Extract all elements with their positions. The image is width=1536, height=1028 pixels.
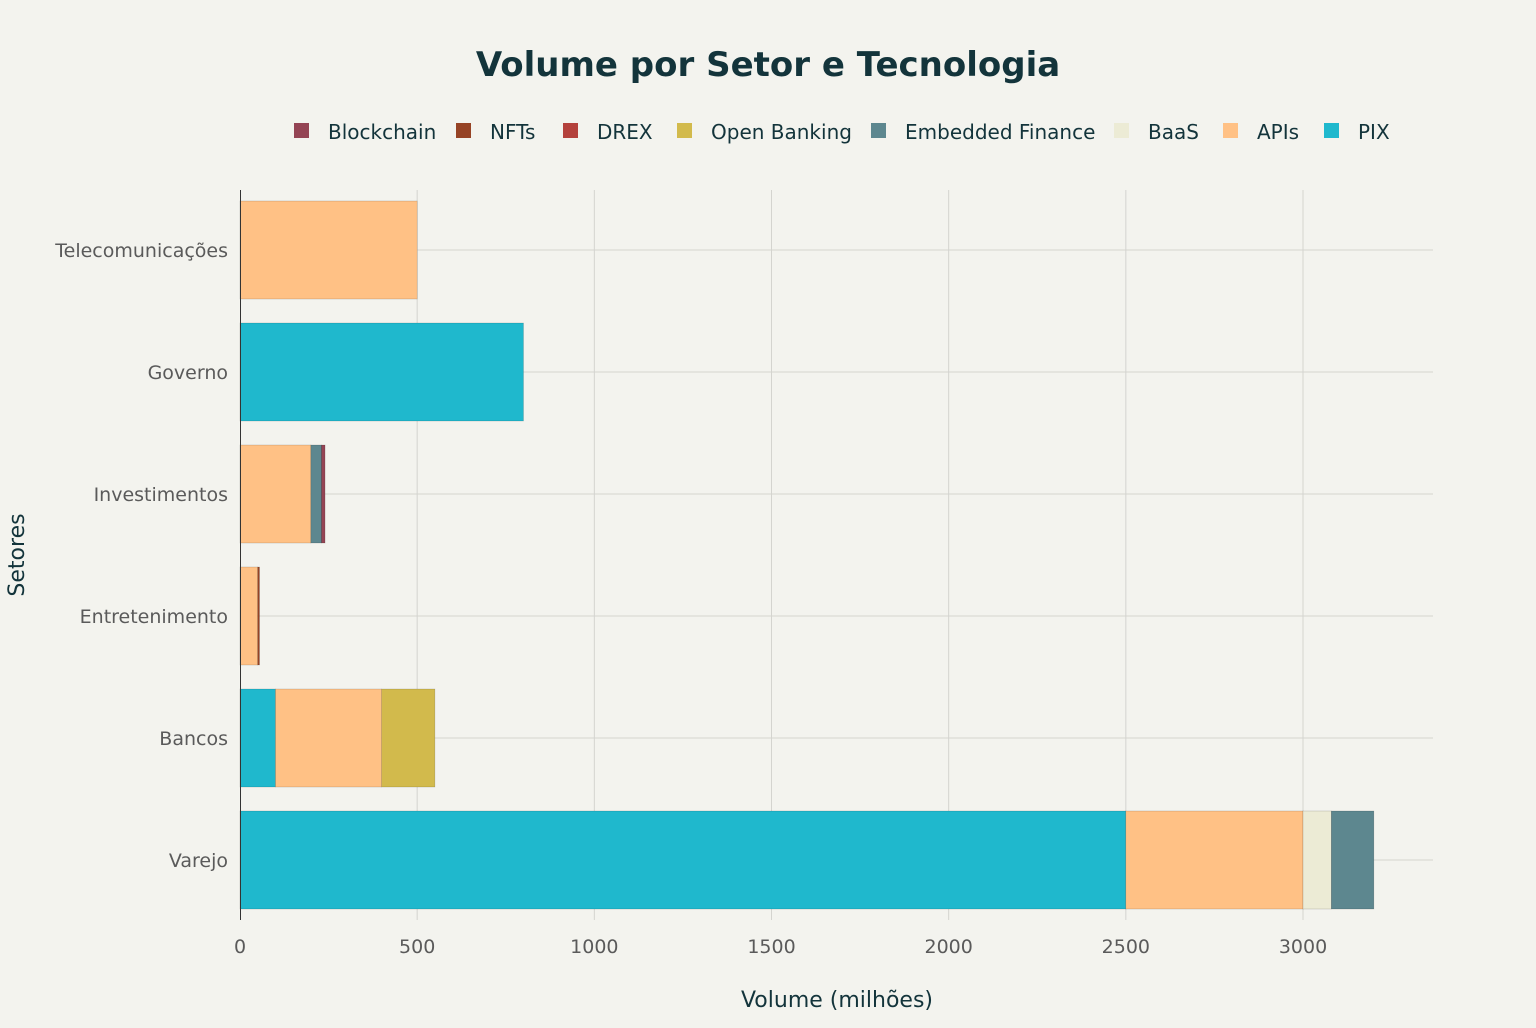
y-tick-label: Governo	[148, 362, 228, 384]
legend-swatch	[1223, 123, 1238, 138]
legend-label: APIs	[1257, 120, 1299, 144]
bar-pix-varejo	[239, 810, 1127, 910]
legend-label: PIX	[1358, 120, 1390, 144]
bar-baas-varejo	[1302, 810, 1332, 910]
legend-label: Open Banking	[711, 120, 852, 144]
y-tick-label: Investimentos	[94, 484, 228, 506]
legend-swatch	[677, 123, 692, 138]
bar-apis-varejo	[1125, 810, 1304, 910]
bar-open-banking-bancos	[381, 688, 436, 788]
chart-title: Volume por Setor e Tecnologia	[476, 45, 1060, 85]
bar-apis-bancos	[275, 688, 382, 788]
bar-pix-governo	[239, 322, 524, 422]
x-tick-label: 2000	[924, 936, 972, 958]
legend-label: BaaS	[1148, 120, 1199, 144]
legend-swatch	[456, 123, 471, 138]
gridlines	[240, 190, 1433, 920]
y-tick-label: Entretenimento	[80, 606, 228, 628]
x-tick-label: 2500	[1102, 936, 1150, 958]
y-tick-label: Bancos	[159, 728, 228, 750]
y-tick-label: Telecomunicações	[54, 240, 228, 262]
y-tick-labels: Varejo Bancos Entretenimento Investimentos G…	[54, 240, 228, 872]
legend-swatch	[563, 123, 578, 138]
bar-nfts-entretenimento	[257, 566, 260, 666]
x-tick-label: 0	[234, 936, 246, 958]
legend-label: Blockchain	[328, 120, 436, 144]
x-axis-label: Volume (milhões)	[741, 988, 933, 1013]
bar-embedded-finance-varejo	[1331, 810, 1375, 910]
bar-blockchain-investimentos	[321, 444, 326, 544]
legend-label: Embedded Finance	[905, 120, 1095, 144]
x-tick-label: 1000	[570, 936, 618, 958]
bar-apis-telecomunicações	[239, 200, 418, 300]
legend: Blockchain NFTs DREX Open Banking Embedded F…	[294, 120, 1390, 144]
legend-label: NFTs	[490, 120, 535, 144]
bars	[239, 200, 1375, 910]
x-tick-labels: 0 500 1000 1500 2000 2500 3000	[234, 936, 1327, 958]
legend-swatch	[1114, 123, 1129, 138]
bar-embedded-finance-investimentos	[310, 444, 322, 544]
x-tick-label: 3000	[1279, 936, 1327, 958]
bar-apis-entretenimento	[239, 566, 258, 666]
bar-apis-investimentos	[239, 444, 312, 544]
legend-swatch	[871, 123, 886, 138]
legend-swatch	[294, 123, 309, 138]
legend-swatch	[1324, 123, 1339, 138]
x-tick-label: 500	[399, 936, 435, 958]
x-tick-label: 1500	[747, 936, 795, 958]
legend-label: DREX	[597, 120, 653, 144]
bar-pix-bancos	[239, 688, 276, 788]
y-axis-label: Setores	[5, 513, 30, 596]
y-tick-label: Varejo	[169, 850, 228, 872]
